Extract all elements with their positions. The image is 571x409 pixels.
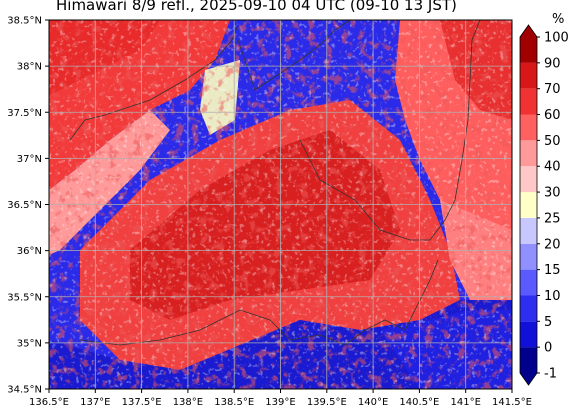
y-tick-label: 36.5°N [7, 200, 42, 211]
colorbar-tick-label: 15 [544, 263, 561, 278]
x-tick-label: 137.5°E [122, 397, 162, 408]
y-tick-label: 38°N [17, 62, 42, 73]
x-tick-label: 140°E [358, 397, 388, 408]
colorbar-tick-label: 0 [544, 341, 552, 356]
colorbar-tick-label: 10 [544, 289, 561, 304]
x-tick-label: 141°E [450, 397, 480, 408]
colorbar-tick-label: 25 [544, 211, 561, 226]
colorbar-tick-label: 70 [544, 82, 561, 97]
x-tick-label: 136.5°E [29, 397, 69, 408]
y-tick-label: 35.5°N [7, 292, 42, 303]
x-tick-label: 138.5°E [214, 397, 254, 408]
colorbar-tick-label: -1 [544, 367, 557, 382]
colorbar-swatch [520, 166, 537, 193]
coastline [69, 20, 481, 346]
colorbar-tick-label: 60 [544, 108, 561, 123]
colorbar-swatch [520, 217, 537, 244]
y-tick-label: 35°N [17, 338, 42, 349]
x-tick-label: 138°E [173, 397, 203, 408]
colorbar-tick-label: 40 [544, 160, 561, 175]
graticule [49, 20, 512, 389]
colorbar-swatch [520, 243, 537, 270]
y-tick-label: 34.5°N [7, 385, 42, 396]
colorbar-tick-label: 50 [544, 134, 561, 149]
colorbar-swatch [520, 88, 537, 115]
x-tick-label: 139.5°E [307, 397, 347, 408]
colorbar-tick-label: 100 [544, 31, 569, 46]
colorbar-swatch [520, 321, 537, 348]
colorbar-tick-label: 5 [544, 315, 552, 330]
colorbar-swatch [520, 295, 537, 322]
y-tick-label: 36°N [17, 246, 42, 257]
y-axis-ticks: 38.5°N 38°N 37.5°N 37°N 36.5°N 36°N 35.5°N 35°N… [7, 16, 49, 396]
colorbar-swatch [520, 114, 537, 141]
colorbar-swatch [520, 62, 537, 89]
colorbar: -1 0 5 10 15 20 25 30 40 50 60 70 90 100 [519, 24, 569, 386]
colorbar-swatch [520, 140, 537, 167]
colorbar-unit: % [552, 12, 565, 27]
colorbar-tick-label: 30 [544, 186, 561, 201]
colorbar-swatch [520, 192, 537, 218]
x-axis-ticks: 136.5°E 137°E 137.5°E 138°E 138.5°E 139°E 139.… [29, 389, 532, 408]
colorbar-swatch [520, 25, 537, 63]
map-title-text: Himawari 8/9 refl., 2025-09-10 04 UTC (0… [56, 0, 457, 14]
colorbar-swatch [520, 347, 537, 385]
y-tick-label: 37°N [17, 154, 42, 165]
y-tick-label: 38.5°N [7, 16, 42, 27]
map-field [49, 20, 512, 389]
y-tick-label: 37.5°N [7, 108, 42, 119]
x-tick-label: 140.5°E [399, 397, 439, 408]
colorbar-tick-label: 90 [544, 56, 561, 71]
x-tick-label: 141.5°E [492, 397, 532, 408]
colorbar-swatch [520, 269, 537, 296]
x-tick-label: 137°E [80, 397, 110, 408]
colorbar-tick-label: 20 [544, 237, 561, 252]
x-tick-label: 139°E [265, 397, 295, 408]
